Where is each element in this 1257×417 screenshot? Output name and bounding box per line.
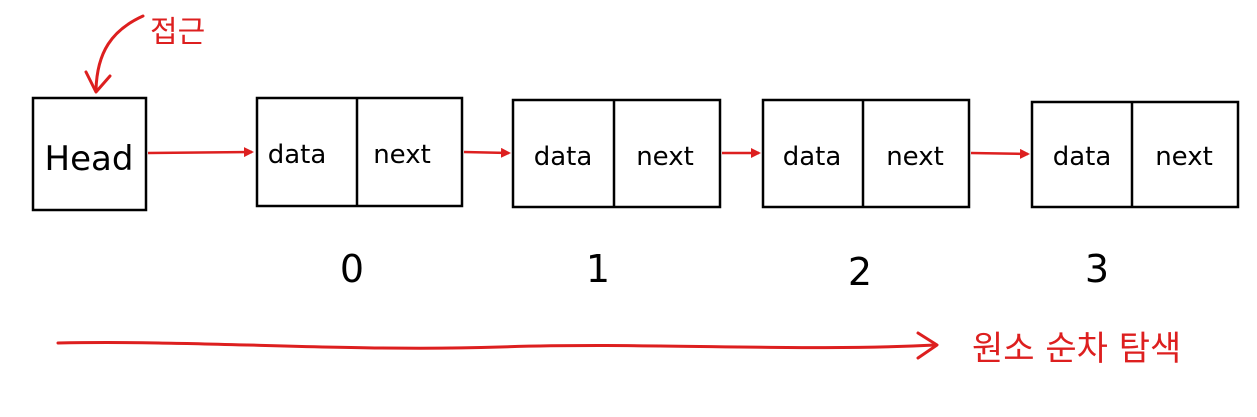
node-1-data-label: data [534,142,593,172]
node-2-box [761,98,971,209]
node-0-index: 0 [340,247,364,291]
node-3: data next 3 [1030,100,1240,291]
arrow-node-2-to-node-3 [970,148,1030,159]
head-box [31,96,148,212]
arrow-node-0-to-node-1 [463,147,511,158]
node-3-data-label: data [1053,142,1112,172]
node-1-next-label: next [636,142,694,172]
arrow-head-to-node-0 [147,147,254,158]
node-1-index: 1 [586,247,610,291]
node-3-index: 3 [1085,247,1109,291]
traversal-arrow [56,341,937,350]
access-arrowhead [84,70,112,94]
head-label: Head [45,139,134,179]
node-1: data next 1 [511,98,722,291]
node-3-box [1030,100,1240,209]
access-label: 접근 [150,15,205,50]
node-0-next-label: next [373,140,431,170]
node-2: data next 2 [761,98,971,294]
node-0: data next 0 [255,96,464,291]
node-1-box [511,98,722,209]
traversal-arrowhead [916,331,939,360]
access-arrow [94,14,145,92]
node-2-index: 2 [848,250,872,294]
node-3-next-label: next [1155,142,1213,172]
traversal-label: 원소 순차 탐색 [972,329,1181,369]
node-2-next-label: next [886,142,944,172]
node-0-data-label: data [268,140,327,170]
node-0-box [255,96,464,208]
node-2-data-label: data [783,142,842,172]
